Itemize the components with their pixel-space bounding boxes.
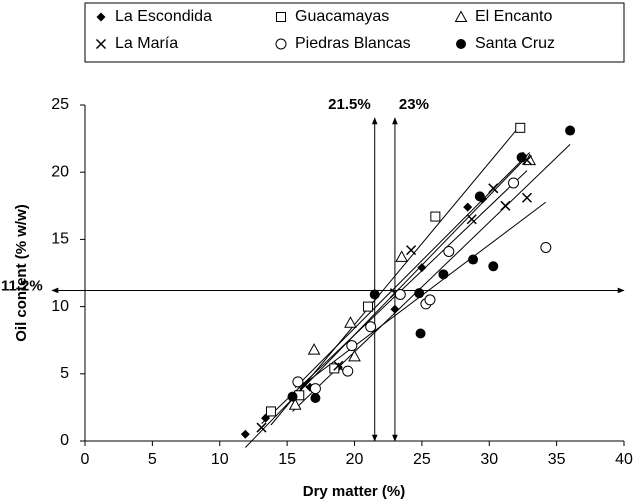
point bbox=[369, 289, 380, 300]
x-tick-label: 40 bbox=[615, 451, 633, 468]
point bbox=[346, 340, 358, 352]
point bbox=[438, 269, 449, 280]
y-tick-label: 15 bbox=[51, 231, 69, 248]
trend-line bbox=[244, 160, 524, 448]
point bbox=[344, 316, 357, 328]
x-tick-label: 25 bbox=[413, 451, 431, 468]
point bbox=[488, 183, 499, 194]
point bbox=[515, 122, 526, 133]
x-tick-label: 35 bbox=[548, 451, 566, 468]
point bbox=[240, 429, 250, 439]
legend-marker bbox=[456, 39, 466, 49]
point bbox=[516, 152, 527, 163]
reference-label: 23% bbox=[399, 96, 429, 113]
legend-label: Santa Cruz bbox=[475, 35, 555, 52]
point bbox=[468, 254, 479, 265]
point bbox=[474, 191, 485, 202]
x-tick-label: 15 bbox=[278, 451, 296, 468]
x-tick-label: 20 bbox=[346, 451, 364, 468]
x-axis-label: Dry matter (%) bbox=[303, 483, 406, 500]
point bbox=[500, 200, 511, 211]
point bbox=[394, 289, 406, 301]
point bbox=[365, 321, 377, 333]
legend-label: La Escondida bbox=[115, 8, 212, 25]
x-tick-label: 0 bbox=[81, 451, 90, 468]
reference-label: 21.5% bbox=[328, 96, 371, 113]
point bbox=[417, 263, 427, 273]
legend-marker bbox=[454, 10, 468, 22]
point bbox=[390, 304, 400, 314]
y-tick-label: 5 bbox=[60, 365, 69, 382]
point bbox=[310, 392, 321, 403]
point bbox=[463, 202, 473, 212]
point bbox=[395, 250, 409, 262]
point bbox=[414, 288, 425, 299]
y-axis-label: Oil content (% w/w) bbox=[13, 204, 30, 342]
point bbox=[508, 177, 520, 189]
legend-marker bbox=[275, 38, 287, 50]
point bbox=[333, 360, 344, 371]
point bbox=[540, 241, 552, 253]
legend-marker bbox=[276, 12, 286, 22]
x-tick-label: 10 bbox=[211, 451, 229, 468]
legend-label: Guacamayas bbox=[295, 8, 389, 25]
point bbox=[424, 294, 436, 306]
legend-label: La María bbox=[115, 35, 178, 52]
x-tick-label: 30 bbox=[480, 451, 498, 468]
point bbox=[362, 301, 373, 312]
point bbox=[565, 125, 576, 136]
y-tick-label: 10 bbox=[51, 298, 69, 315]
y-tick-label: 0 bbox=[60, 432, 69, 449]
x-tick-label: 5 bbox=[148, 451, 157, 468]
legend-box bbox=[84, 2, 625, 63]
y-tick-label: 25 bbox=[51, 96, 69, 113]
legend-label: El Encanto bbox=[475, 8, 552, 25]
reference-label: 11.2% bbox=[1, 277, 43, 294]
legend-marker bbox=[96, 12, 106, 22]
y-tick-label: 20 bbox=[51, 163, 69, 180]
point bbox=[415, 328, 426, 339]
point bbox=[309, 383, 321, 395]
point bbox=[430, 211, 441, 222]
point bbox=[443, 245, 455, 257]
point bbox=[466, 214, 477, 225]
point bbox=[256, 422, 267, 433]
point bbox=[342, 365, 354, 377]
point bbox=[406, 245, 417, 256]
legend-marker bbox=[95, 38, 107, 50]
point bbox=[348, 349, 361, 362]
legend-label: Piedras Blancas bbox=[295, 35, 411, 52]
point bbox=[292, 376, 304, 388]
point bbox=[329, 363, 340, 374]
point bbox=[288, 398, 302, 410]
point bbox=[307, 343, 321, 355]
point bbox=[488, 261, 499, 272]
point bbox=[287, 391, 298, 402]
point bbox=[521, 192, 533, 203]
point bbox=[265, 406, 276, 417]
